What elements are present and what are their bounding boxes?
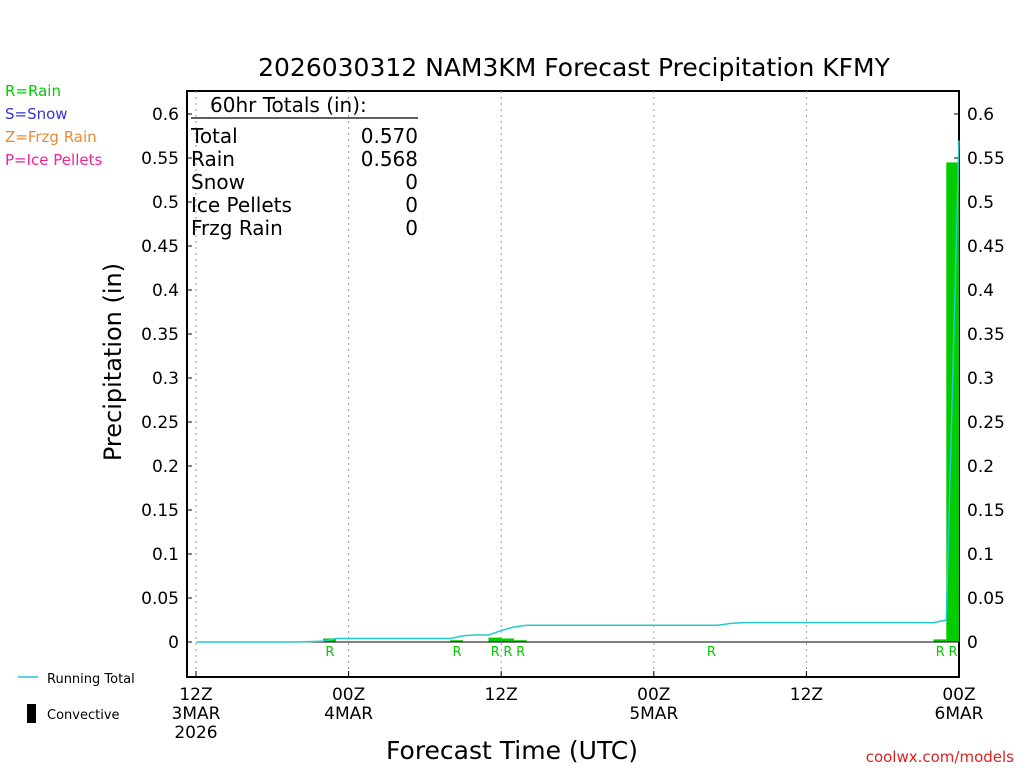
- grid-lines: [195, 91, 807, 677]
- totals-row-value: 0: [405, 193, 418, 217]
- precip-type-marker: R: [707, 645, 716, 660]
- y-tick-label-right: 0.6: [967, 105, 994, 125]
- precip-type-legend-item: P=Ice Pellets: [5, 151, 102, 169]
- running-total-legend-label: Running Total: [47, 672, 135, 687]
- chart-title: 2026030312 NAM3KM Forecast Precipitation…: [258, 53, 890, 82]
- x-tick-label: 12Z: [485, 685, 518, 705]
- rain-bar: [501, 638, 514, 642]
- precip-type-legend-item: S=Snow: [5, 105, 68, 123]
- x-axis-label: Forecast Time (UTC): [386, 736, 638, 765]
- y-tick-label-right: 0.55: [967, 149, 1005, 169]
- y-tick-label-right: 0.35: [967, 325, 1005, 345]
- plot-frame: [186, 90, 960, 678]
- totals-box: 60hr Totals (in): Total 0.570 Rain 0.568 Snow…: [190, 93, 418, 240]
- totals-row-label: Frzg Rain: [191, 216, 283, 240]
- y-tick-label-right: 0.25: [967, 413, 1005, 433]
- x-tick-label: 12Z: [790, 685, 823, 705]
- precip-type-marker: R: [936, 645, 945, 660]
- totals-row-value: 0.568: [361, 147, 418, 171]
- x-tick-label: 00Z: [332, 685, 365, 705]
- totals-row-value: 0: [405, 170, 418, 194]
- totals-row-label: Rain: [191, 147, 235, 171]
- totals-row-value: 0.570: [361, 124, 418, 148]
- rain-bar: [450, 640, 464, 642]
- y-tick-label-left: 0.05: [141, 589, 179, 609]
- x-tick-label: 5MAR: [629, 704, 678, 724]
- rain-bars: [323, 162, 959, 642]
- precip-type-marker: R: [948, 645, 957, 660]
- y-tick-label-right: 0.05: [967, 589, 1005, 609]
- y-tick-label-left: 0.15: [141, 501, 179, 521]
- y-axis: 0 00.05 0.050.1 0.10.15 0.150.2 0.20.25 0.250.…: [141, 105, 1005, 653]
- y-tick-label-left: 0: [168, 633, 179, 653]
- rain-bar: [488, 637, 502, 642]
- y-tick-label-right: 0.3: [967, 369, 994, 389]
- y-tick-label-right: 0.5: [967, 193, 994, 213]
- x-tick-label: 00Z: [942, 685, 975, 705]
- y-axis-label: Precipitation (in): [99, 263, 127, 461]
- y-tick-label-right: 0: [967, 633, 978, 653]
- y-tick-label-right: 0.2: [967, 457, 994, 477]
- convective-legend-label: Convective: [47, 708, 120, 723]
- y-tick-label-left: 0.1: [152, 545, 179, 565]
- x-tick-label: 12Z: [179, 685, 212, 705]
- precip-type-marker: R: [516, 645, 525, 660]
- credit-text: coolwx.com/models: [866, 748, 1014, 766]
- running-total-line: [196, 140, 960, 643]
- precip-type-marker: R: [453, 645, 462, 660]
- precip-type-marker: R: [325, 645, 334, 660]
- x-tick-label: 3MAR: [172, 704, 221, 724]
- y-tick-label-left: 0.4: [152, 281, 179, 301]
- totals-row-label: Snow: [191, 170, 245, 194]
- totals-row-label: Ice Pellets: [191, 193, 292, 217]
- y-tick-label-right: 0.1: [967, 545, 994, 565]
- rain-bar: [933, 639, 947, 642]
- precip-type-legend-item: R=Rain: [5, 82, 61, 100]
- x-tick-label: 2026: [174, 723, 217, 743]
- y-tick-label-left: 0.25: [141, 413, 179, 433]
- x-tick-label: 00Z: [637, 685, 670, 705]
- series-legend: Running Total Convective: [18, 672, 135, 723]
- totals-header: 60hr Totals (in):: [210, 93, 367, 117]
- y-tick-label-left: 0.5: [152, 193, 179, 213]
- y-tick-label-right: 0.4: [967, 281, 994, 301]
- precip-type-legend-item: Z=Frzg Rain: [5, 128, 97, 146]
- y-tick-label-left: 0.45: [141, 237, 179, 257]
- totals-row-label: Total: [190, 124, 238, 148]
- y-tick-label-left: 0.35: [141, 325, 179, 345]
- y-tick-label-left: 0.55: [141, 149, 179, 169]
- precip-type-marker: R: [503, 645, 512, 660]
- y-tick-label-left: 0.3: [152, 369, 179, 389]
- y-tick-label-left: 0.6: [152, 105, 179, 125]
- rain-bar: [513, 640, 527, 642]
- x-tick-label: 6MAR: [935, 704, 984, 724]
- convective-legend-swatch: [27, 704, 36, 723]
- precip-type-legend: R=Rain S=Snow Z=Frzg Rain P=Ice Pellets: [5, 82, 102, 169]
- y-tick-label-left: 0.2: [152, 457, 179, 477]
- totals-row-value: 0: [405, 216, 418, 240]
- y-tick-label-right: 0.45: [967, 237, 1005, 257]
- precip-type-marker: R: [491, 645, 500, 660]
- y-tick-label-right: 0.15: [967, 501, 1005, 521]
- x-tick-label: 4MAR: [324, 704, 373, 724]
